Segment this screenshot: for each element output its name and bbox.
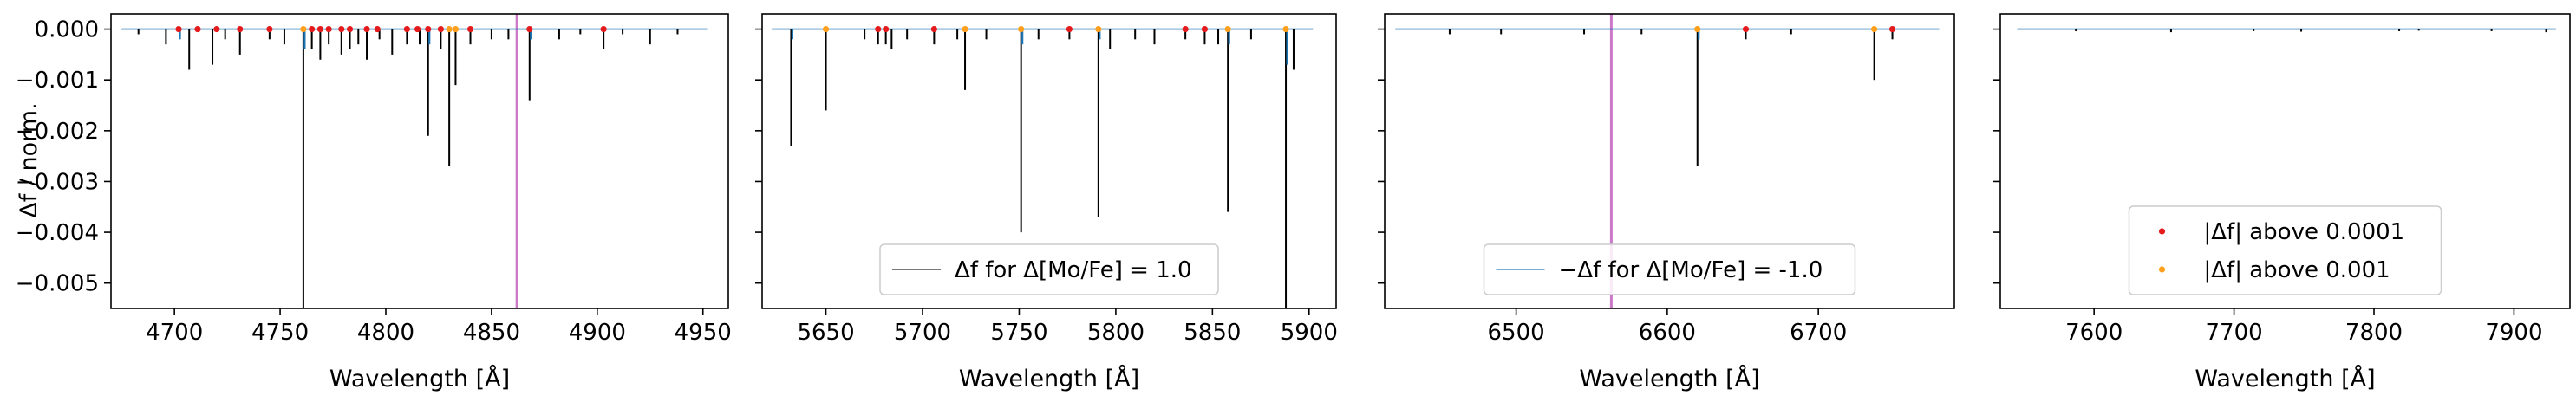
marker-above-0-0001 xyxy=(425,25,432,33)
marker-above-0-001 xyxy=(452,25,460,33)
marker-above-0-001 xyxy=(1871,25,1878,33)
legend-marker-above-0-001 xyxy=(2158,266,2166,273)
marker-above-0-0001 xyxy=(175,25,182,33)
marker-above-0-0001 xyxy=(1201,25,1209,33)
x-axis-label: Wavelength [Å] xyxy=(1579,365,1759,393)
marker-above-0-001 xyxy=(1282,25,1289,33)
x-tick-label: 4700 xyxy=(146,320,203,346)
axes-frame xyxy=(110,13,729,309)
marker-above-0-0001 xyxy=(883,25,890,33)
x-tick-label: 7900 xyxy=(2485,320,2542,346)
marker-above-0-001 xyxy=(446,25,453,33)
marker-above-0-0001 xyxy=(437,25,444,33)
x-axis-label: Wavelength [Å] xyxy=(329,365,510,393)
x-tick-label: 4800 xyxy=(357,320,414,346)
axes-frame xyxy=(1999,13,2571,309)
marker-above-0-0001 xyxy=(346,25,354,33)
x-tick-label: 5850 xyxy=(1184,320,1241,346)
axes-frame xyxy=(1384,13,1955,309)
x-tick-label: 4950 xyxy=(675,320,732,346)
legend-box xyxy=(2128,205,2442,295)
marker-above-0-0001 xyxy=(374,25,381,33)
legend-marker-above-0-0001 xyxy=(2158,228,2166,235)
panel-5620-5910: 5650 5700 5750 5800 5850 5900 Wavelength [Å] Δf… xyxy=(755,13,1338,393)
marker-above-0-0001 xyxy=(309,25,316,33)
marker-above-0-0001 xyxy=(338,25,345,33)
marker-above-0-001 xyxy=(822,25,830,33)
plot-area xyxy=(111,14,728,308)
marker-above-0-0001 xyxy=(600,25,607,33)
marker-above-0-0001 xyxy=(316,25,323,33)
marker-above-0-0001 xyxy=(930,25,937,33)
marker-above-0-0001 xyxy=(266,25,273,33)
marker-above-0-0001 xyxy=(213,25,220,33)
marker-above-0-0001 xyxy=(1888,25,1896,33)
marker-above-0-001 xyxy=(1018,25,1025,33)
panel-4670-4960: 4700 4750 4800 4850 4900 4950 0.000 −0.001 −0.00… xyxy=(16,13,732,393)
x-tick-label: 5800 xyxy=(1087,320,1145,346)
legend-label: −Δf for Δ[Mo/Fe] = -1.0 xyxy=(1559,257,1823,283)
legend-box xyxy=(1483,243,1856,295)
axes-frame xyxy=(761,13,1337,309)
x-tick-label: 4900 xyxy=(569,320,626,346)
y-tick-label: −0.005 xyxy=(16,271,99,297)
marker-above-0-0001 xyxy=(325,25,332,33)
x-axis-label: Wavelength [Å] xyxy=(2194,365,2375,393)
y-tick-label: −0.002 xyxy=(16,119,99,145)
shared-y-axis-label: Δf / norm. xyxy=(16,102,42,217)
x-tick-label: 5700 xyxy=(894,320,951,346)
marker-above-0-001 xyxy=(1224,25,1231,33)
legend-box xyxy=(879,243,1219,295)
y-tick-label: 0.000 xyxy=(35,17,99,43)
legend-label: Δf for Δ[Mo/Fe] = 1.0 xyxy=(955,257,1192,283)
x-axis-label: Wavelength [Å] xyxy=(959,365,1139,393)
x-tick-label: 6700 xyxy=(1790,320,1847,346)
x-tick-label: 7800 xyxy=(2345,320,2403,346)
x-tick-label: 5900 xyxy=(1281,320,1338,346)
marker-above-0-0001 xyxy=(1066,25,1073,33)
x-tick-label: 4850 xyxy=(463,320,520,346)
legend-label: |Δf| above 0.0001 xyxy=(2204,219,2405,245)
marker-above-0-0001 xyxy=(875,25,882,33)
x-tick-label: 5750 xyxy=(990,320,1047,346)
legend-label: |Δf| above 0.001 xyxy=(2204,257,2390,283)
panel-7540-7940: 7600 7700 7800 7900 Wavelength [Å] |Δf| above… xyxy=(1993,13,2571,393)
x-tick-label: 7600 xyxy=(2065,320,2123,346)
marker-above-0-001 xyxy=(300,25,307,33)
y-tick-label: −0.001 xyxy=(16,68,99,94)
marker-above-0-0001 xyxy=(1742,25,1750,33)
x-tick-label: 6500 xyxy=(1488,320,1545,346)
panel-6420-6790: 6500 6600 6700 Wavelength [Å] −Δf for Δ[Mo/F… xyxy=(1378,13,1955,393)
y-tick-label: −0.004 xyxy=(16,220,99,246)
marker-above-0-0001 xyxy=(403,25,410,33)
marker-above-0-0001 xyxy=(1182,25,1189,33)
marker-above-0-0001 xyxy=(237,25,244,33)
x-tick-label: 6600 xyxy=(1639,320,1696,346)
marker-above-0-001 xyxy=(962,25,968,33)
marker-above-0-0001 xyxy=(194,25,201,33)
x-tick-label: 7700 xyxy=(2205,320,2262,346)
marker-above-0-0001 xyxy=(363,25,370,33)
marker-above-0-0001 xyxy=(466,25,474,33)
marker-above-0-0001 xyxy=(414,25,421,33)
y-tick-label: −0.003 xyxy=(16,169,99,195)
x-tick-label: 4750 xyxy=(251,320,309,346)
marker-above-0-001 xyxy=(1095,25,1102,33)
marker-above-0-0001 xyxy=(526,25,533,33)
marker-above-0-001 xyxy=(1694,25,1701,33)
x-tick-label: 5650 xyxy=(797,320,854,346)
